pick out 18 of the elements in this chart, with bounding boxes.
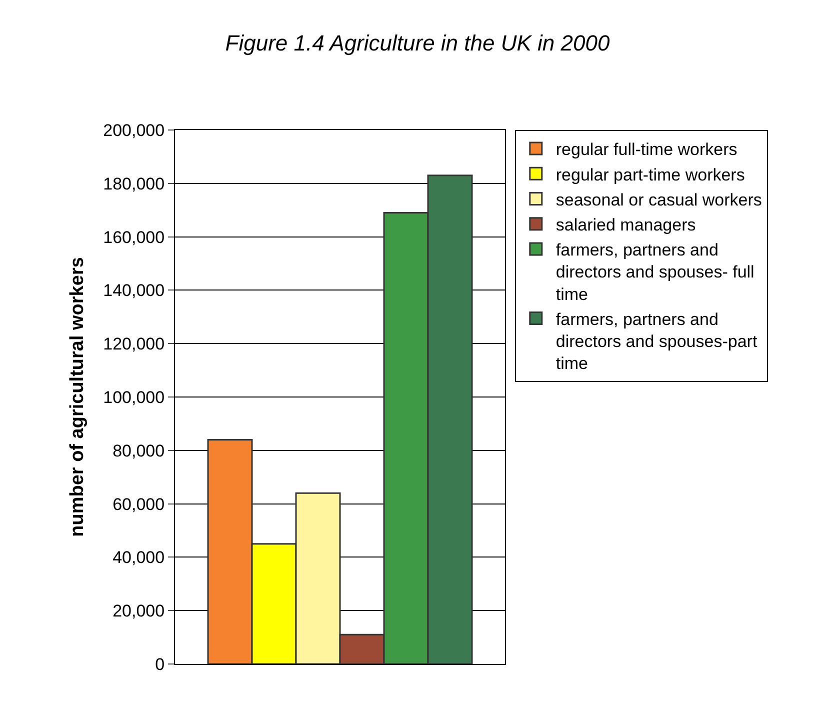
legend-label: salaried managers xyxy=(556,215,696,234)
legend-label: regular full-time workers xyxy=(556,140,738,160)
y-tick-label: 200,000 xyxy=(103,120,165,140)
y-tick-label: 140,000 xyxy=(103,281,165,300)
chart-title: Figure 1.4 Agriculture in the UK in 2000 xyxy=(225,30,610,56)
y-tick-label: 0 xyxy=(155,654,165,674)
y-tick-label: 160,000 xyxy=(103,228,165,247)
y-tick-label: 180,000 xyxy=(103,174,165,194)
legend-label: regular part-time workers xyxy=(556,165,745,184)
legend-label: farmers, partners and directors and spouses-part time xyxy=(556,310,758,374)
y-tick-label: 100,000 xyxy=(103,388,165,407)
y-axis-title: number of agricultural workers xyxy=(66,257,88,537)
y-tick-label: 40,000 xyxy=(112,548,165,568)
y-tick-label: 120,000 xyxy=(103,334,165,354)
legend-label: seasonal or casual workers xyxy=(556,190,762,210)
y-tick-label: 60,000 xyxy=(112,494,165,514)
y-tick-label: 80,000 xyxy=(112,441,165,460)
y-tick-label: 20,000 xyxy=(112,602,165,621)
